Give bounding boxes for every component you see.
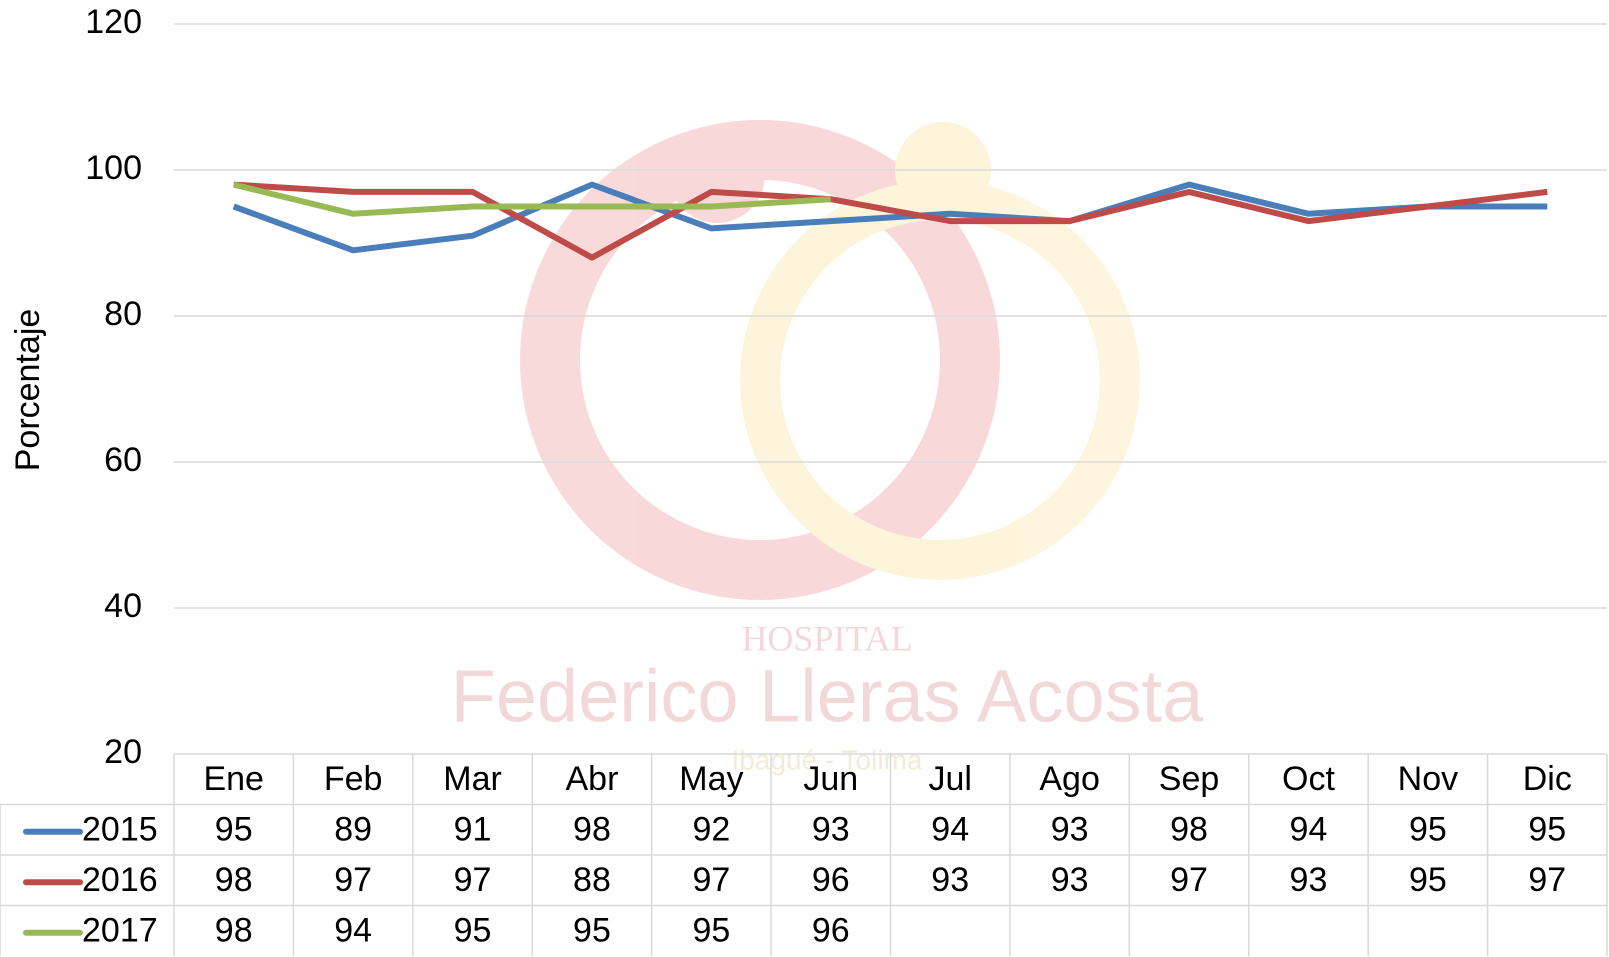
x-tick-label: Jun (803, 760, 858, 798)
legend-label: 2016 (82, 861, 158, 899)
table-value: 97 (1170, 861, 1208, 899)
table-value: 95 (573, 912, 611, 950)
x-tick-label: Sep (1159, 760, 1220, 798)
x-tick-label: May (679, 760, 743, 798)
legend-label: 2017 (82, 912, 158, 950)
watermark-text: Federico Lleras Acosta (451, 655, 1205, 738)
table-value: 95 (215, 811, 253, 849)
y-tick-label: 60 (104, 441, 142, 479)
table-value: 98 (215, 861, 253, 899)
series-line (233, 181, 1548, 261)
table-value: 92 (692, 811, 730, 849)
series-line (232, 181, 831, 217)
table-value: 97 (1528, 861, 1566, 899)
table-value: 97 (454, 861, 492, 899)
y-tick-label: 100 (85, 149, 142, 187)
y-tick-label: 40 (104, 587, 142, 625)
x-tick-label: Abr (565, 760, 618, 798)
legend-label: 2015 (82, 811, 158, 849)
watermark-ring (740, 180, 1140, 580)
table-value: 93 (1051, 861, 1089, 899)
x-tick-label: Ago (1039, 760, 1100, 798)
table-value: 94 (1290, 811, 1328, 849)
table-value: 96 (812, 861, 850, 899)
table-value: 98 (1170, 811, 1208, 849)
watermark-text: HOSPITAL (741, 618, 912, 658)
y-tick-label: 80 (104, 295, 142, 333)
table-value: 89 (334, 811, 372, 849)
table-value: 98 (573, 811, 611, 849)
x-tick-label: Mar (443, 760, 502, 798)
x-tick-label: Nov (1398, 760, 1458, 798)
table-value: 98 (215, 912, 253, 950)
x-tick-label: Feb (324, 760, 383, 798)
table-value: 94 (334, 912, 372, 950)
x-tick-label: Jul (928, 760, 971, 798)
table-value: 95 (1409, 861, 1447, 899)
y-tick-label: 120 (85, 3, 142, 41)
table-value: 93 (931, 861, 969, 899)
table-value: 97 (334, 861, 372, 899)
watermark-ring (520, 120, 1000, 600)
table-value: 91 (454, 811, 492, 849)
table-value: 97 (692, 861, 730, 899)
table-value: 95 (454, 912, 492, 950)
table-value: 93 (1051, 811, 1089, 849)
table-value: 93 (1290, 861, 1328, 899)
x-tick-label: Oct (1282, 760, 1335, 798)
table-value: 95 (1409, 811, 1447, 849)
table-value: 96 (812, 912, 850, 950)
series-line (232, 181, 1548, 254)
x-tick-label: Ene (203, 760, 264, 798)
y-tick-label: 20 (104, 733, 142, 771)
table-value: 94 (931, 811, 969, 849)
table-value: 95 (692, 912, 730, 950)
watermark: HOSPITAL Federico Lleras Acosta Ibagué -… (451, 120, 1205, 775)
x-tick-label: Dic (1523, 760, 1572, 798)
table-value: 93 (812, 811, 850, 849)
table-value: 95 (1528, 811, 1566, 849)
table-value: 88 (573, 861, 611, 899)
y-axis-label: Porcentaje (9, 309, 47, 472)
